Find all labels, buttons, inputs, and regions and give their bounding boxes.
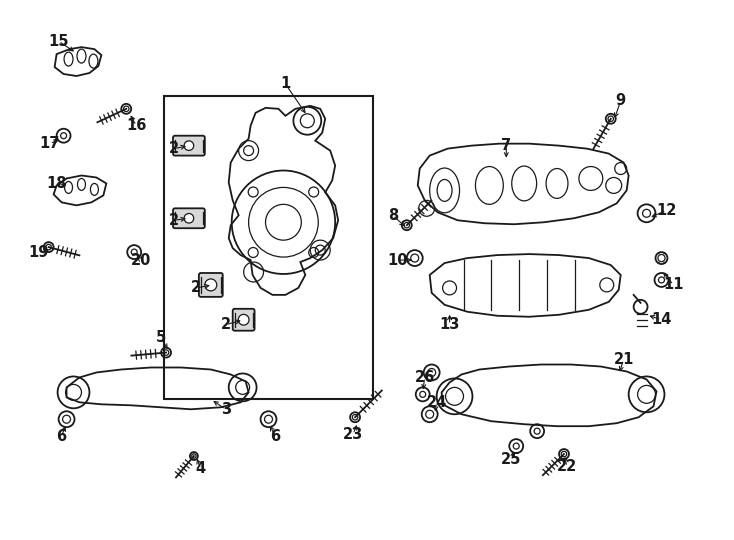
Text: 2: 2 bbox=[169, 141, 179, 156]
Text: 11: 11 bbox=[663, 278, 683, 293]
Text: 25: 25 bbox=[501, 451, 521, 467]
Circle shape bbox=[239, 314, 249, 325]
FancyBboxPatch shape bbox=[233, 309, 255, 330]
Text: 7: 7 bbox=[501, 138, 512, 153]
Circle shape bbox=[205, 279, 217, 291]
Bar bbox=[164, 96, 373, 400]
Text: 17: 17 bbox=[40, 136, 60, 151]
Text: 26: 26 bbox=[415, 370, 435, 385]
Text: 22: 22 bbox=[557, 460, 577, 475]
Text: 14: 14 bbox=[651, 312, 672, 327]
Circle shape bbox=[184, 141, 194, 151]
Text: 20: 20 bbox=[131, 253, 151, 267]
Text: 18: 18 bbox=[46, 176, 67, 191]
Text: 6: 6 bbox=[57, 429, 67, 444]
Text: 24: 24 bbox=[426, 395, 447, 410]
FancyBboxPatch shape bbox=[173, 208, 205, 228]
Text: 4: 4 bbox=[196, 462, 206, 476]
Text: 16: 16 bbox=[126, 118, 146, 133]
Text: 13: 13 bbox=[440, 317, 459, 332]
Text: 10: 10 bbox=[388, 253, 408, 267]
Text: 15: 15 bbox=[48, 33, 69, 49]
FancyBboxPatch shape bbox=[199, 273, 222, 297]
Text: 23: 23 bbox=[343, 427, 363, 442]
Text: 21: 21 bbox=[614, 352, 634, 367]
Text: 9: 9 bbox=[616, 93, 626, 109]
Text: 12: 12 bbox=[656, 203, 677, 218]
Text: 5: 5 bbox=[156, 330, 166, 345]
Circle shape bbox=[184, 213, 194, 223]
Text: 8: 8 bbox=[388, 208, 398, 223]
Text: 6: 6 bbox=[270, 429, 280, 444]
Text: 2: 2 bbox=[169, 213, 179, 228]
Text: 1: 1 bbox=[280, 77, 291, 91]
Text: 3: 3 bbox=[221, 402, 230, 417]
Text: 2: 2 bbox=[221, 317, 230, 332]
Text: 19: 19 bbox=[29, 245, 49, 260]
FancyBboxPatch shape bbox=[173, 136, 205, 156]
Text: 2: 2 bbox=[191, 280, 201, 295]
